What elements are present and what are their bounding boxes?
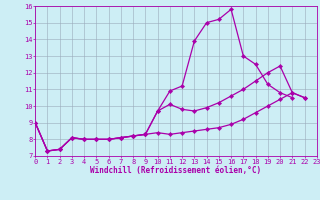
X-axis label: Windchill (Refroidissement éolien,°C): Windchill (Refroidissement éolien,°C): [91, 166, 261, 175]
